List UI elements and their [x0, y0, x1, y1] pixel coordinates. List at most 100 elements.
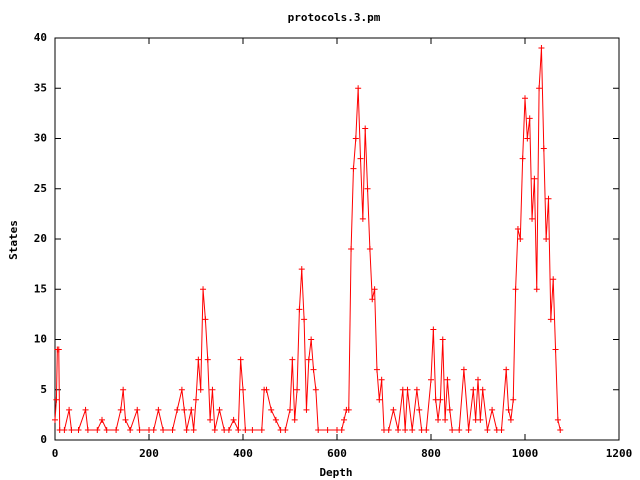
point: [301, 316, 308, 323]
point: [117, 406, 124, 413]
point: [533, 286, 540, 293]
point: [352, 135, 359, 142]
point: [190, 426, 197, 433]
point: [470, 386, 477, 393]
point: [216, 406, 223, 413]
point: [413, 386, 420, 393]
x-tick-label: 400: [233, 447, 253, 460]
point: [529, 215, 536, 222]
point: [538, 45, 545, 52]
point: [303, 406, 310, 413]
y-tick-label: 25: [34, 182, 47, 195]
point: [423, 426, 430, 433]
point: [188, 406, 195, 413]
point: [242, 426, 249, 433]
y-tick-label: 0: [40, 433, 47, 446]
point: [390, 406, 397, 413]
point: [310, 366, 317, 373]
y-tick-label: 30: [34, 132, 47, 145]
point: [324, 426, 331, 433]
point: [519, 155, 526, 162]
x-tick-label: 800: [421, 447, 441, 460]
x-tick-label: 600: [327, 447, 347, 460]
point: [522, 95, 528, 102]
y-tick-label: 5: [40, 383, 47, 396]
point: [430, 326, 437, 333]
point: [150, 426, 157, 433]
point: [444, 376, 451, 383]
point: [437, 396, 444, 403]
point: [526, 115, 533, 122]
point: [52, 416, 58, 423]
x-tick-label: 200: [139, 447, 159, 460]
point: [540, 145, 547, 152]
point: [298, 266, 305, 273]
y-tick-label: 20: [34, 232, 47, 245]
point: [543, 236, 550, 242]
point: [169, 426, 176, 433]
point: [207, 416, 214, 423]
point: [312, 386, 319, 393]
point: [211, 426, 218, 433]
point: [268, 406, 275, 413]
point: [439, 336, 446, 343]
point: [178, 386, 185, 393]
point: [120, 386, 127, 393]
point: [442, 416, 449, 423]
point: [402, 426, 409, 433]
point: [489, 406, 496, 413]
point: [378, 376, 385, 383]
point: [514, 225, 521, 232]
point: [53, 396, 60, 403]
point: [416, 406, 423, 413]
point: [460, 366, 467, 373]
point: [68, 426, 75, 433]
point: [237, 356, 244, 363]
point: [498, 426, 505, 433]
point: [369, 296, 376, 303]
point: [75, 426, 82, 433]
point: [113, 426, 120, 433]
point: [240, 386, 246, 393]
point: [557, 426, 564, 433]
point: [258, 426, 265, 433]
point: [272, 416, 279, 423]
point: [341, 416, 348, 423]
point: [364, 185, 371, 192]
point: [366, 246, 373, 253]
point: [475, 376, 481, 383]
y-tick-label: 35: [34, 81, 47, 94]
point: [510, 396, 517, 403]
point: [404, 386, 411, 393]
point: [235, 426, 242, 433]
point: [547, 316, 554, 323]
point: [371, 286, 378, 293]
point: [552, 346, 559, 353]
point: [99, 416, 105, 423]
point: [345, 406, 352, 413]
point: [263, 386, 270, 393]
point: [338, 426, 345, 433]
point: [479, 386, 486, 393]
point: [554, 416, 561, 423]
point: [507, 416, 514, 423]
y-axis-label: States: [7, 220, 20, 260]
point: [55, 346, 62, 353]
point: [385, 426, 392, 433]
point: [449, 426, 456, 433]
point: [155, 406, 162, 413]
point: [456, 426, 463, 433]
point: [181, 406, 188, 413]
point: [545, 195, 552, 202]
point: [428, 376, 434, 383]
point: [294, 386, 301, 393]
point: [291, 416, 298, 423]
point: [202, 316, 209, 323]
point: [195, 356, 202, 363]
x-tick-label: 1200: [606, 447, 633, 460]
point: [355, 85, 362, 92]
point: [82, 406, 89, 413]
point: [465, 426, 472, 433]
point: [484, 426, 491, 433]
point: [315, 426, 322, 433]
